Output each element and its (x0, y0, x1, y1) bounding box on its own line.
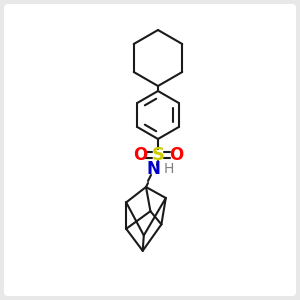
Text: O: O (133, 146, 147, 164)
FancyBboxPatch shape (4, 4, 296, 296)
Text: N: N (146, 160, 160, 178)
Text: S: S (152, 146, 164, 164)
Text: H: H (164, 162, 174, 176)
Text: O: O (169, 146, 183, 164)
